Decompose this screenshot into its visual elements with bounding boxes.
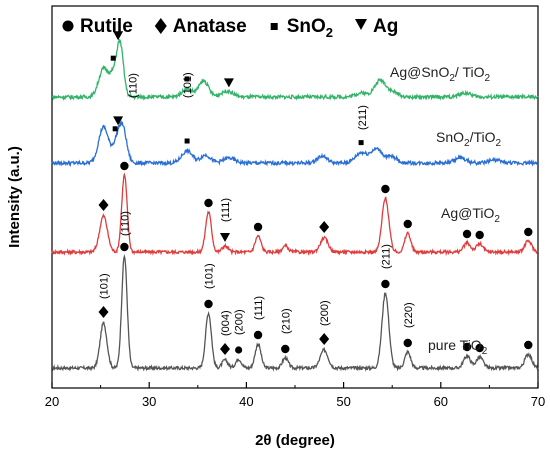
rutile-marker [204,198,213,208]
legend-label: Anatase [173,16,247,37]
hkl-label: (210) [280,308,292,334]
hkl-label: (110) [128,73,140,98]
sno2-marker [110,55,116,61]
hkl-label: (211) [357,105,369,130]
legend-label: SnO2 [287,16,333,40]
hkl-label: (101) [99,273,111,299]
anatase-marker [220,342,231,355]
ag-marker [220,233,231,242]
x-tick-label: 30 [142,394,156,409]
series-label: Ag@TiO2 [441,205,500,225]
anatase-marker [98,306,109,318]
rutile-marker [204,299,213,309]
ag-marker [113,31,124,41]
series-line [51,119,539,168]
y-axis-title: Intensity (a.u.) [6,146,23,248]
rutile-marker [120,161,129,171]
sno2-marker [184,76,190,82]
hkl-label: (101) [182,72,194,98]
rutile-marker [475,343,484,353]
rutile-marker [524,227,533,237]
series-label: Ag@SnO2/ TiO2 [390,64,490,84]
rutile-marker [381,279,390,289]
rutile-marker [381,184,390,194]
legend-label: Ag [373,16,398,37]
hkl-label: (200) [319,300,331,326]
series-label: SnO2/TiO2 [436,129,502,149]
anatase-marker [98,199,109,211]
series-label: pure TiO2 [428,337,488,357]
series-line [51,39,539,102]
rutile-marker [120,242,129,252]
x-axis-title: 2θ (degree) [255,432,335,449]
hkl-label: (200) [234,309,246,335]
hkl-label: (211) [380,244,392,269]
sno2-marker [184,138,190,144]
x-tick-label: 50 [336,394,350,409]
series-line [51,253,539,372]
rutile-marker [403,338,412,348]
series-labels: pure TiO2 Ag@TiO2 SnO2/TiO2 Ag@SnO2/ TiO2 [390,64,502,357]
sno2-marker [112,126,118,132]
anatase-marker [319,333,330,345]
legend-triangle-icon [355,19,367,30]
hkl-label: (110) [119,211,131,236]
legend-circle-icon [62,20,74,32]
marker-layer [98,31,533,355]
x-axis-ticks: 20 30 40 50 60 70 [45,382,545,409]
rutile-marker [281,344,290,354]
series-layer [51,39,539,372]
legend-label: Rutile [80,16,133,37]
rutile-marker [462,229,472,239]
rutile-marker [475,230,484,240]
rutile-marker [462,342,472,352]
rutile-marker [253,222,263,232]
rutile-marker [253,330,263,340]
legend: Rutile Anatase SnO2 Ag [62,16,398,40]
anatase-marker [319,221,330,233]
legend-square-icon [270,23,278,30]
hkl-label: (004) [220,310,232,336]
legend-diamond-icon [154,18,167,34]
rutile-marker [403,219,412,229]
series-line [51,172,539,257]
x-tick-label: 70 [531,394,545,409]
ag-marker [223,78,234,88]
hkl-label: (220) [403,302,415,328]
hkl-label: (111) [220,198,232,222]
sno2-marker [358,140,364,146]
rutile-marker [235,346,243,354]
x-tick-label: 20 [45,394,59,409]
hkl-label: (111) [253,296,265,320]
ag-marker [113,116,124,126]
rutile-marker [524,340,533,350]
x-tick-label: 40 [239,394,253,409]
hkl-label: (101) [203,263,215,289]
hkl-label-layer: (101)(110)(101)(004) (200)(111)(210) (200)… [99,72,415,336]
x-tick-label: 60 [434,394,448,409]
